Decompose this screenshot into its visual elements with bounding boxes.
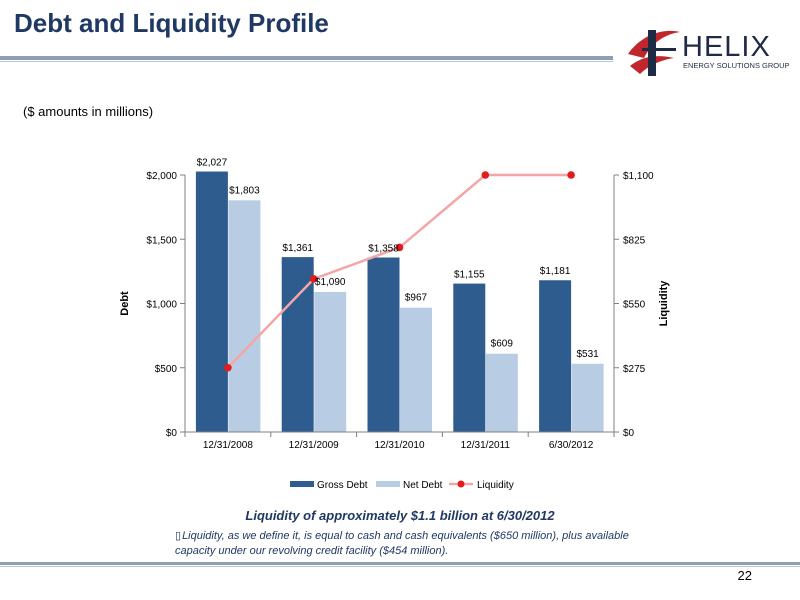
point-liquidity [309, 275, 318, 283]
data-label-net-debt: $609 [491, 339, 514, 350]
x-tick-label: 12/31/2010 [374, 440, 424, 451]
x-tick-label: 12/31/2011 [461, 440, 511, 451]
y-tick-label: $0 [166, 428, 178, 439]
point-liquidity [224, 363, 232, 372]
liquidity-headline: Liquidity of approximately $1.1 billion … [245, 508, 555, 523]
liquidity-footnote: ▯Liquidity, as we define it, is equal to… [175, 529, 645, 559]
x-tick-label: 12/31/2009 [289, 440, 339, 451]
data-label-gross-debt: $1,358 [368, 243, 399, 254]
x-tick-label: 12/31/2008 [203, 440, 253, 451]
bar-net-debt [400, 307, 432, 432]
legend-label-gross-debt: Gross Debt [317, 480, 368, 491]
y2-tick-label: $0 [623, 428, 635, 439]
point-liquidity [395, 243, 404, 252]
data-label-net-debt: $1,803 [229, 185, 260, 196]
y2-tick-label: $1,100 [623, 171, 654, 182]
x-tick-label: 6/30/2012 [549, 440, 594, 451]
legend-label-net-debt: Net Debt [403, 480, 443, 491]
bar-gross-debt [539, 280, 572, 432]
title-divider [0, 56, 613, 60]
logo-name: HELIX [682, 31, 771, 63]
logo-pillar-icon [648, 30, 656, 76]
bar-gross-debt [453, 283, 486, 432]
point-liquidity [567, 171, 575, 179]
bar-gross-debt [195, 171, 228, 432]
bar-net-debt [485, 353, 518, 432]
data-label-gross-debt: $1,361 [282, 243, 313, 254]
y-tick-label: $2,000 [146, 171, 177, 182]
data-label-gross-debt: $1,155 [454, 270, 485, 281]
helix-logo: HELIX ENERGY SOLUTIONS GROUP [628, 30, 790, 76]
amounts-note: ($ amounts in millions) [23, 104, 154, 119]
bar-net-debt [571, 363, 604, 432]
footer-divider [0, 562, 800, 565]
point-liquidity [481, 171, 490, 179]
logo-swoosh-icon [628, 30, 680, 58]
legend-marker-liquidity [457, 480, 465, 488]
y-tick-label: $1,000 [146, 300, 177, 311]
bar-net-debt [228, 200, 261, 432]
y-tick-label: $500 [155, 364, 178, 375]
y-axis-title: Debt [119, 291, 131, 316]
data-label-net-debt: $1,090 [315, 277, 346, 288]
page-title: Debt and Liquidity Profile [14, 8, 329, 38]
data-label-gross-debt: $2,027 [197, 158, 228, 169]
data-label-gross-debt: $1,181 [540, 266, 571, 277]
y2-axis-title: Liquidity [658, 280, 670, 327]
title-divider-thin [0, 61, 613, 62]
legend-swatch-net-debt [376, 481, 400, 487]
logo-tagline: ENERGY SOLUTIONS GROUP [683, 61, 790, 70]
data-label-net-debt: $967 [405, 293, 428, 304]
y-tick-label: $1,500 [146, 235, 177, 246]
data-label-net-debt: $531 [576, 349, 599, 360]
footer-divider-thin [0, 566, 800, 567]
y2-tick-label: $825 [623, 235, 646, 246]
bar-net-debt [314, 291, 347, 432]
bar-gross-debt [367, 257, 400, 432]
page-number: 22 [737, 568, 752, 583]
footnote-text: Liquidity, as we define it, is equal to … [175, 530, 629, 557]
legend-label-liquidity: Liquidity [477, 480, 514, 491]
footnote-bullet: ▯ [175, 530, 182, 542]
legend-swatch-gross-debt [290, 481, 314, 487]
y2-tick-label: $550 [623, 300, 646, 311]
y2-tick-label: $275 [623, 364, 646, 375]
